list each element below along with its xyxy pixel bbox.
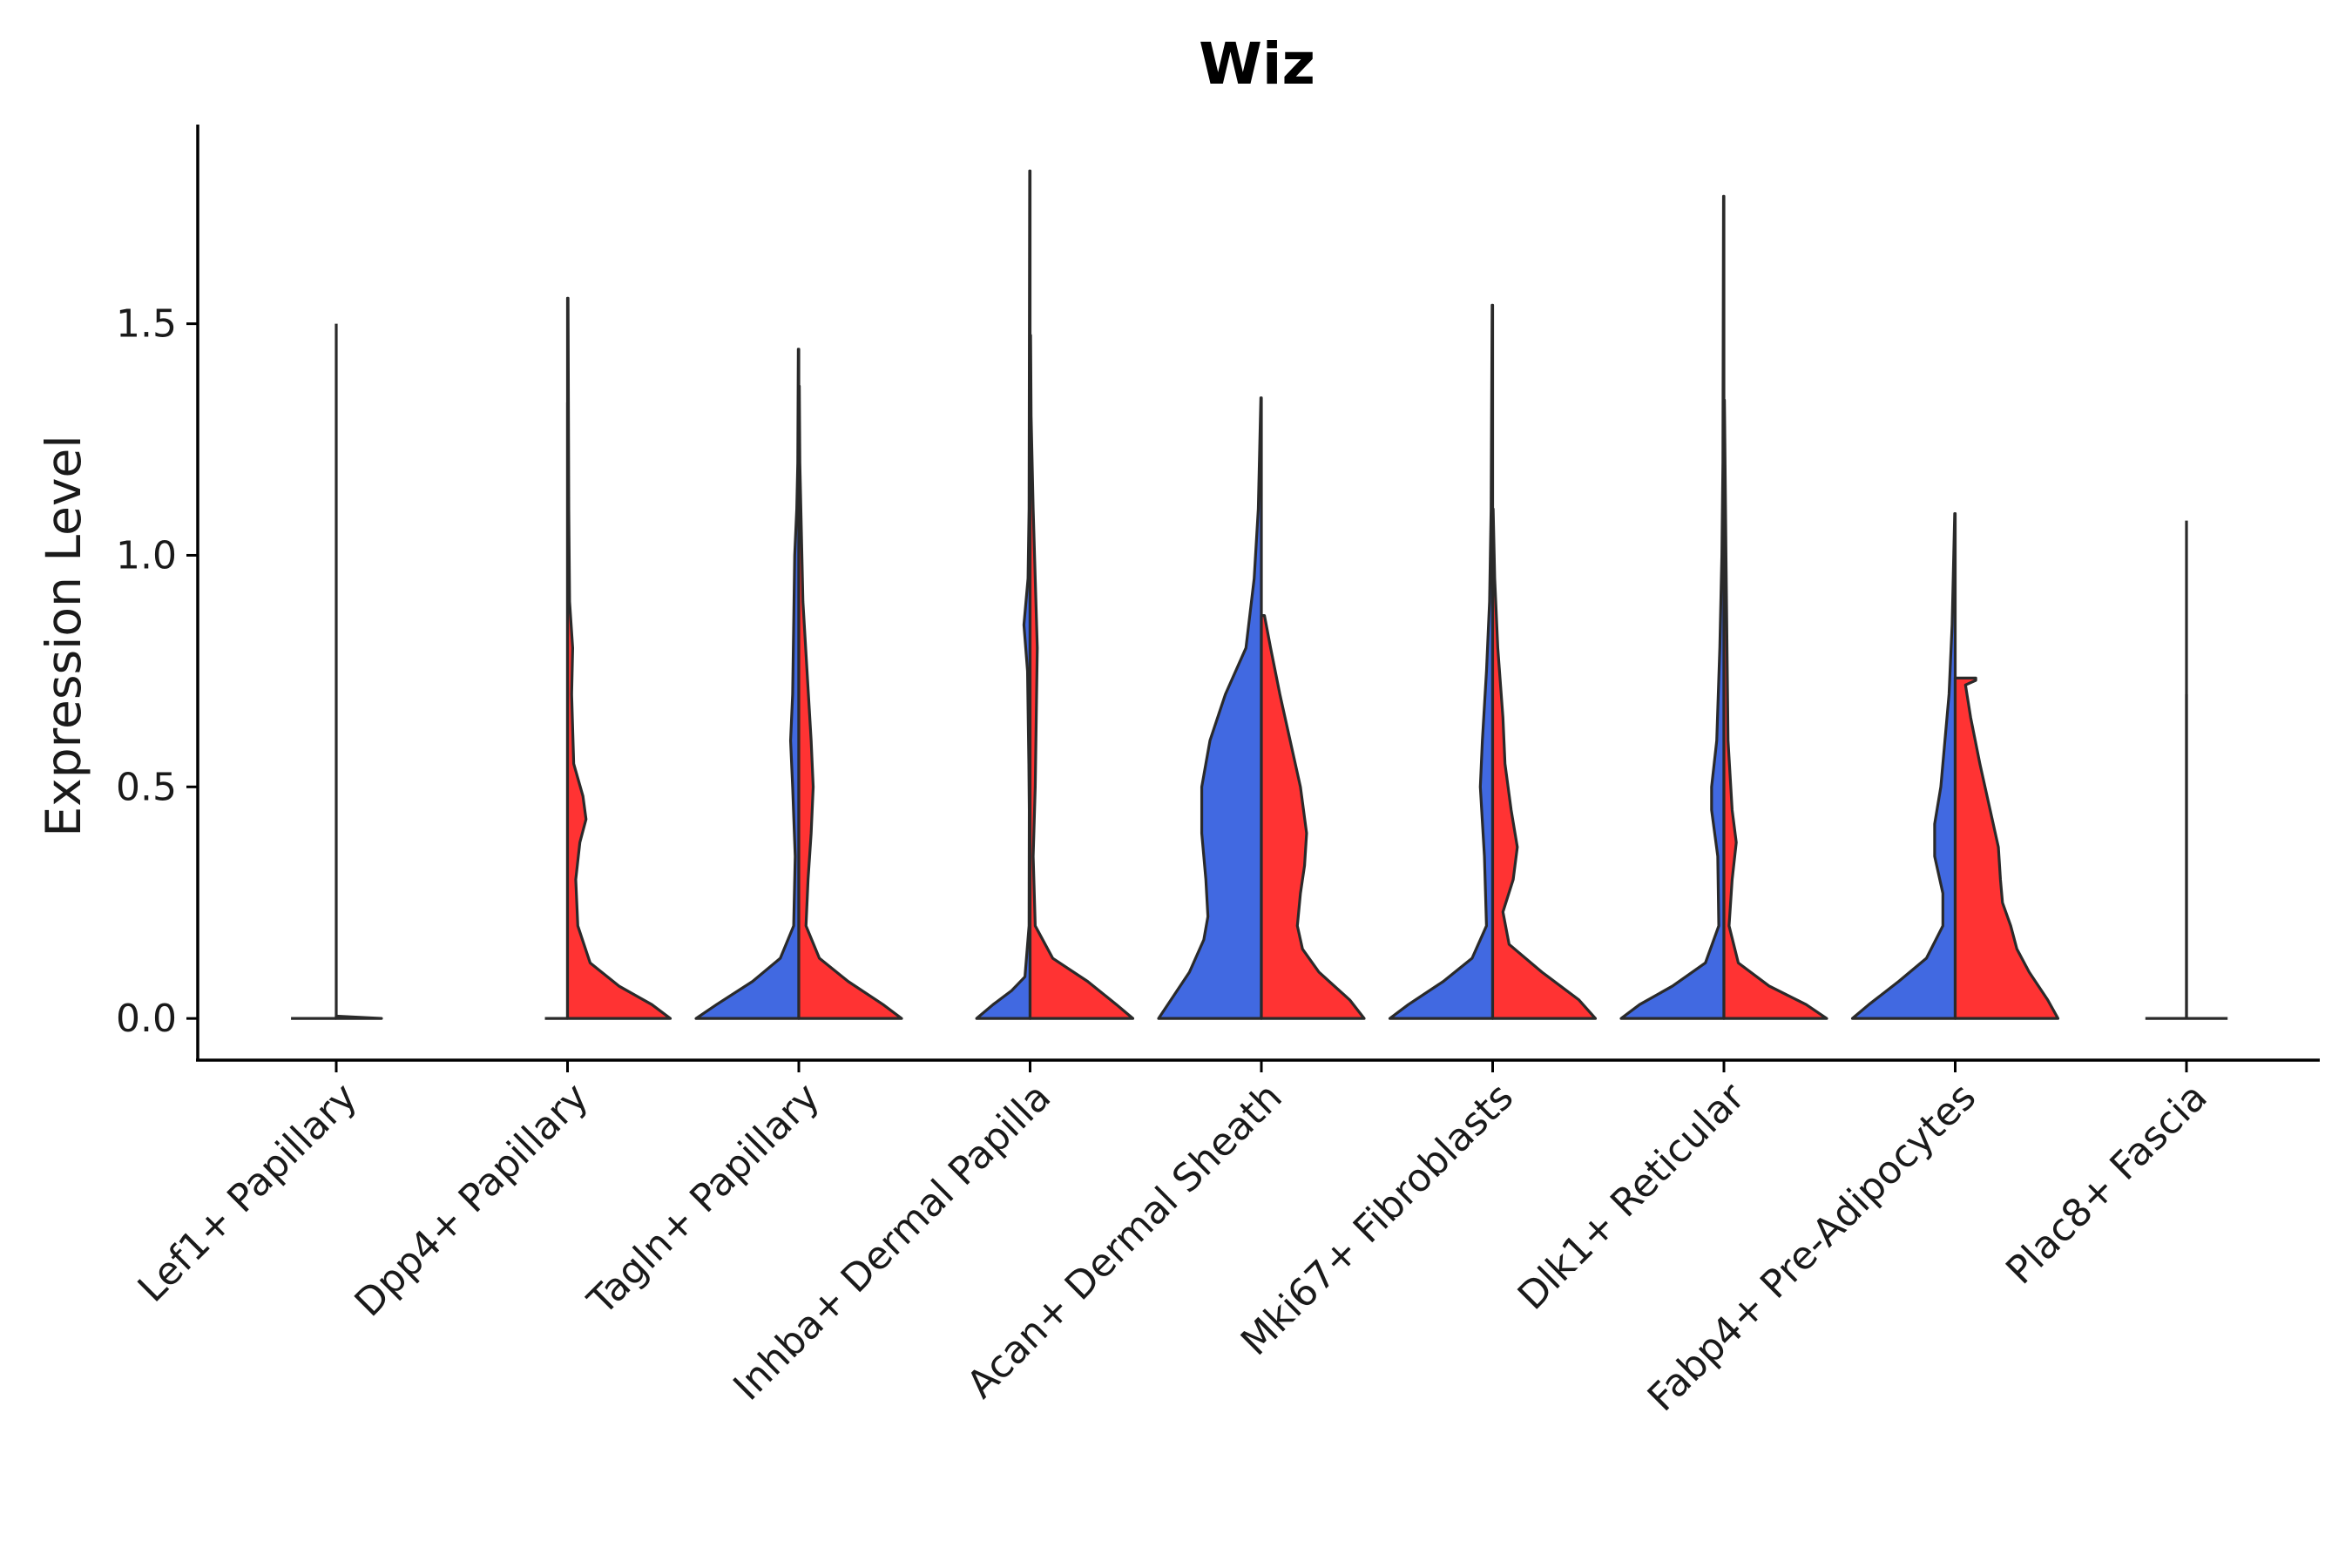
x-tick-label: Lef1+ Papillary xyxy=(130,1075,366,1311)
violin-left-blue xyxy=(1850,512,1957,1020)
y-tick-label: 0.0 xyxy=(116,997,177,1041)
x-tick-label: Plac8+ Fascia xyxy=(1997,1075,2216,1294)
violin-right-red xyxy=(1490,507,1598,1020)
x-tick-label: Dpp4+ Papillary xyxy=(347,1075,598,1326)
violins-group xyxy=(291,169,2228,1020)
violin-right-red xyxy=(1953,676,2060,1020)
violin-right-red xyxy=(565,296,672,1020)
violin-right-red xyxy=(335,1014,383,1020)
x-tick-label: Dlk1+ Reticular xyxy=(1510,1074,1754,1319)
violin-right-red xyxy=(797,384,903,1020)
y-axis-label: Expression Level xyxy=(36,435,91,836)
violin-left-blue xyxy=(1388,303,1495,1020)
violin-left-blue xyxy=(1619,194,1726,1020)
violin-right-red xyxy=(1722,398,1828,1020)
violin-left-blue xyxy=(694,348,801,1020)
violin-left-blue xyxy=(975,169,1032,1020)
violin-left-blue xyxy=(1157,396,1263,1020)
violin-right-red xyxy=(1028,334,1135,1020)
y-tick-label: 0.5 xyxy=(116,765,177,809)
y-ticks: 0.0 0.5 1.0 1.5 xyxy=(116,302,198,1041)
y-tick-label: 1.5 xyxy=(116,302,177,347)
x-tick-label: Tagln+ Papillary xyxy=(579,1075,828,1324)
violin-right-red xyxy=(1260,613,1366,1020)
y-tick-label: 1.0 xyxy=(116,533,177,578)
chart-title: Wiz xyxy=(1199,30,1315,98)
